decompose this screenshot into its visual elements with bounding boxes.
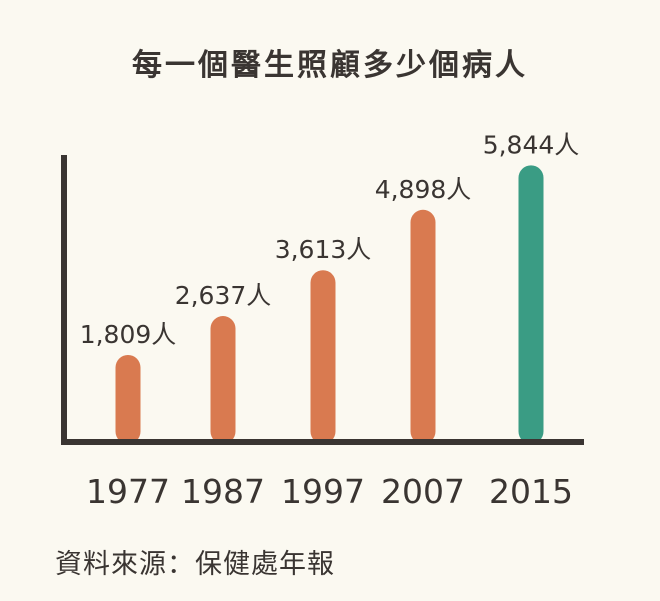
bar-2015 [518, 165, 544, 444]
value-label-1977: 1,809人 [80, 320, 177, 349]
value-label-1997: 3,613人 [275, 235, 372, 264]
chart-title: 每一個醫生照顧多少個病人 [132, 48, 528, 83]
x-tick-label-2015: 2015 [489, 472, 573, 511]
x-tick-labels-layer: 1977 1987 1997 2007 2015 [86, 472, 573, 511]
bar-2007 [410, 209, 436, 444]
source-note: 資料來源：保健處年報 [55, 549, 335, 580]
value-label-1987: 2,637人 [175, 281, 272, 310]
x-tick-label-1997: 1997 [281, 472, 365, 511]
x-tick-label-1987: 1987 [181, 472, 265, 511]
bar-1977 [115, 354, 141, 444]
x-tick-label-1977: 1977 [86, 472, 170, 511]
x-tick-label-2007: 2007 [381, 472, 465, 511]
bar-1997 [310, 270, 336, 444]
value-label-2015: 5,844人 [483, 130, 580, 159]
bars-layer [115, 165, 544, 444]
bar-1987 [210, 316, 236, 444]
value-label-2007: 4,898人 [375, 175, 472, 204]
